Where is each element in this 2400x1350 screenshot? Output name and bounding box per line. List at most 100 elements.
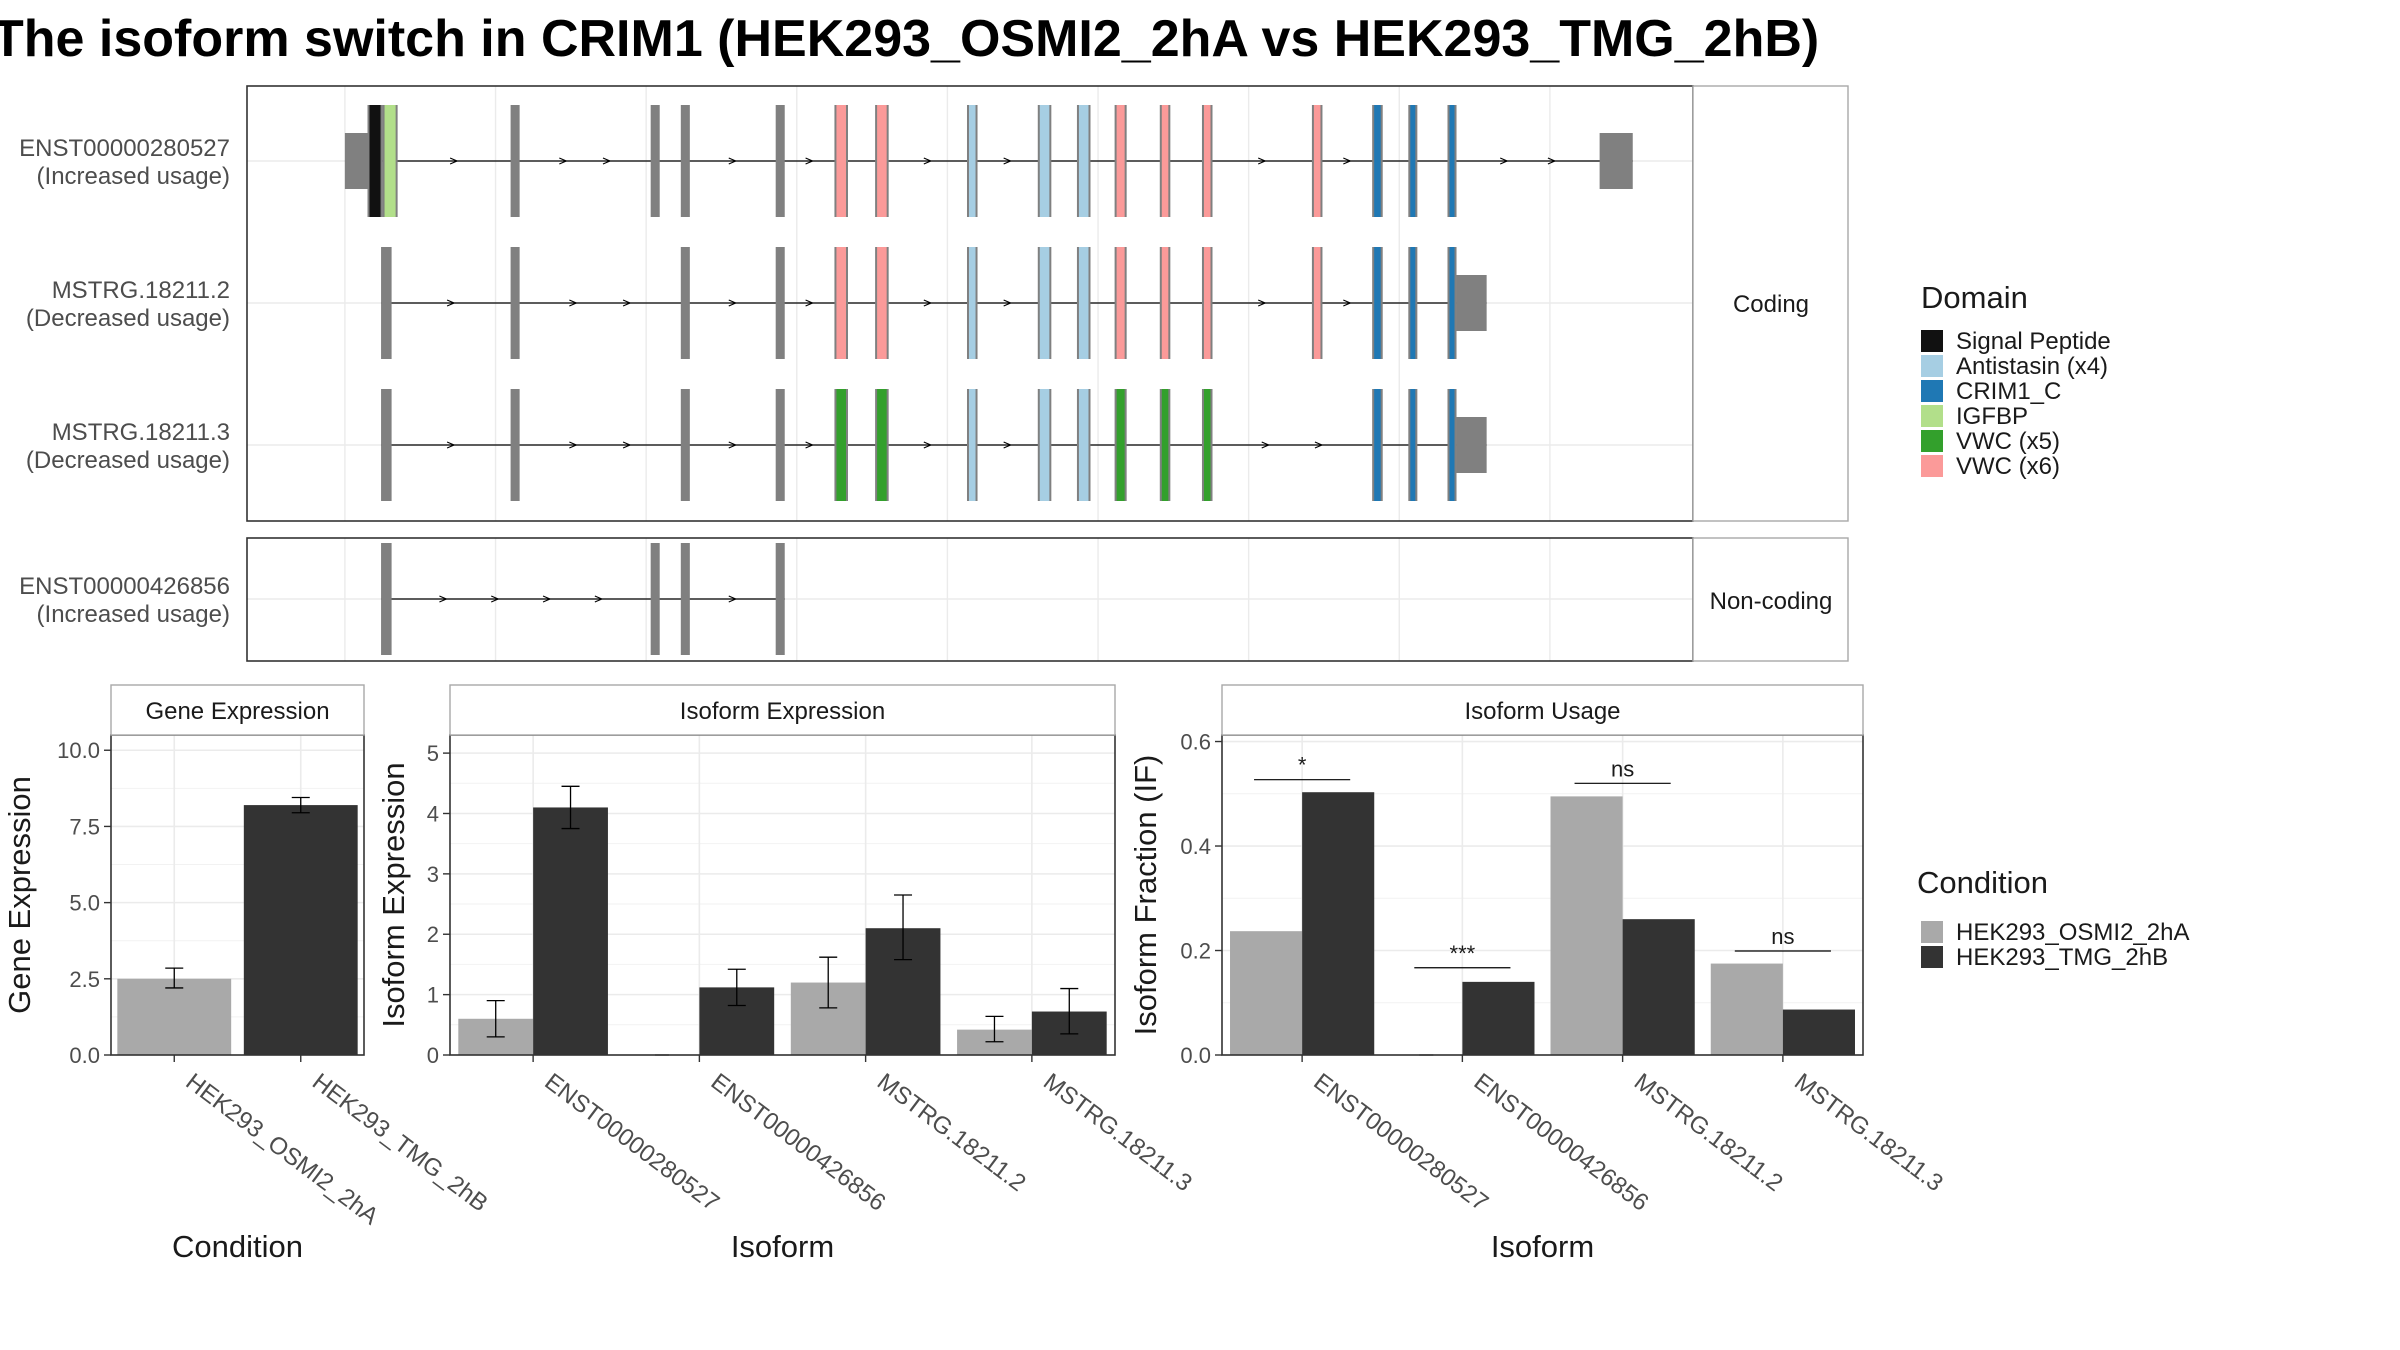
error-bar <box>165 967 184 989</box>
coding-facet-label: Coding <box>1733 291 1809 318</box>
domain-block <box>1078 247 1089 359</box>
coding-facet-strip <box>1692 85 1849 522</box>
exon-block <box>381 247 392 359</box>
intron-arrow-icon <box>569 441 578 449</box>
intron-arrow-icon <box>728 595 738 603</box>
domain-block <box>1078 105 1089 217</box>
domain-block <box>836 389 846 501</box>
bar <box>1230 931 1303 1055</box>
domain-legend-swatch <box>1921 405 1943 427</box>
error-bar <box>894 894 913 961</box>
bars <box>117 796 358 1055</box>
exon-block <box>680 247 690 359</box>
domain-legend-swatch <box>1921 455 1943 477</box>
domain-legend-item: CRIM1_C <box>1921 378 2061 405</box>
intron-arrow-icon <box>602 157 612 165</box>
domain-legend-item: IGFBP <box>1921 403 2028 430</box>
condition-legend-swatch <box>1921 946 1943 968</box>
transcript-label: ENST00000280527(Increased usage) <box>19 135 230 190</box>
domain-legend-label: IGFBP <box>1956 403 2028 430</box>
domain-legend-item: VWC (x5) <box>1921 428 2060 455</box>
exon-block <box>775 389 785 501</box>
domain-legend-swatch <box>1921 355 1943 377</box>
facet-strip-label: Isoform Expression <box>680 698 885 725</box>
domain-block <box>836 105 846 217</box>
condition-legend-item: HEK293_TMG_2hB <box>1921 944 2168 971</box>
condition-legend-label: HEK293_TMG_2hB <box>1956 944 2168 971</box>
transcript-id-label: ENST00000426856 <box>19 573 230 600</box>
bar <box>243 805 358 1055</box>
domain-legend-item: Signal Peptide <box>1921 328 2111 355</box>
bar <box>1622 919 1695 1055</box>
y-tick-label: 0.0 <box>1180 1043 1211 1068</box>
domain-block <box>1313 247 1321 359</box>
domain-legend-label: Antistasin (x4) <box>1956 353 2108 380</box>
condition-legend-swatch <box>1921 921 1943 943</box>
domain-block <box>1313 105 1321 217</box>
figure-title: The isoform switch in CRIM1 (HEK293_OSMI… <box>0 10 1819 68</box>
domain-block <box>1203 247 1211 359</box>
domain-block <box>1161 389 1169 501</box>
y-tick-label: 7.5 <box>69 814 100 839</box>
domain-block <box>1449 389 1455 501</box>
bar <box>1462 981 1535 1055</box>
facet-strip <box>449 684 1116 736</box>
domain-block <box>369 105 381 217</box>
y-tick-label: 1 <box>427 983 439 1008</box>
bar <box>1710 963 1783 1055</box>
bars <box>458 785 1107 1056</box>
significance-label: ns <box>1611 756 1634 781</box>
domain-block <box>877 389 887 501</box>
error-bar <box>819 956 838 1009</box>
utr-block <box>344 133 368 189</box>
significance-label: ns <box>1771 924 1794 949</box>
transcript-label: MSTRG.18211.2(Decreased usage) <box>26 277 230 332</box>
intron-arrow-icon <box>449 157 459 165</box>
y-axis-title: Isoform Expression <box>376 762 411 1027</box>
domain-block <box>1374 105 1381 217</box>
domain-block <box>836 247 846 359</box>
intron-arrow-icon <box>728 441 738 449</box>
intron-arrow-icon <box>728 299 738 307</box>
intron-arrow-icon <box>622 441 632 449</box>
domain-block <box>877 105 887 217</box>
x-axis-title: Isoform <box>731 1229 834 1264</box>
domain-block <box>1078 389 1089 501</box>
intron-arrow-icon <box>446 299 456 307</box>
transcript-id-label: MSTRG.18211.3 <box>52 419 230 446</box>
transcript-label: ENST00000426856(Increased usage) <box>19 573 230 628</box>
domain-block <box>1203 105 1211 217</box>
intron-arrow-icon <box>594 595 604 603</box>
y-axis-title: Gene Expression <box>2 776 37 1014</box>
facet-strip-label: Isoform Usage <box>1464 698 1620 725</box>
domain-block <box>1374 247 1381 359</box>
facet-strip-label: Gene Expression <box>145 698 329 725</box>
exon-block <box>775 105 785 217</box>
bars <box>1230 792 1855 1056</box>
intron-arrow-icon <box>1500 157 1509 165</box>
intron-arrow-icon <box>569 299 578 307</box>
error-bar <box>561 785 580 830</box>
y-tick-label: 4 <box>427 801 439 826</box>
intron-arrow-icon <box>1261 441 1271 449</box>
significance-label: * <box>1298 753 1307 778</box>
domain-block <box>1161 105 1169 217</box>
domain-block <box>1374 389 1381 501</box>
domain-block <box>1116 105 1125 217</box>
domain-legend-title: Domain <box>1921 280 2028 315</box>
intron-arrow-icon <box>923 157 933 165</box>
noncoding-facet-label: Non-coding <box>1710 588 1833 615</box>
gene-expression-chart: Gene Expression0.02.55.07.510.0HEK293_OS… <box>2 684 493 1264</box>
error-bar <box>985 1015 1004 1043</box>
facet-strip <box>110 684 365 736</box>
transcript-ENST00000426856 <box>381 543 785 655</box>
intron-arrow-icon <box>439 595 448 603</box>
domain-legend-label: VWC (x6) <box>1956 453 2060 480</box>
transcript-ENST00000280527 <box>344 105 1633 217</box>
intron-arrow-icon <box>1003 441 1013 449</box>
intron-arrow-icon <box>559 157 568 165</box>
domain-block <box>877 247 887 359</box>
error-bar <box>291 796 310 814</box>
exon-block <box>381 543 392 655</box>
domain-legend-label: Signal Peptide <box>1956 328 2111 355</box>
